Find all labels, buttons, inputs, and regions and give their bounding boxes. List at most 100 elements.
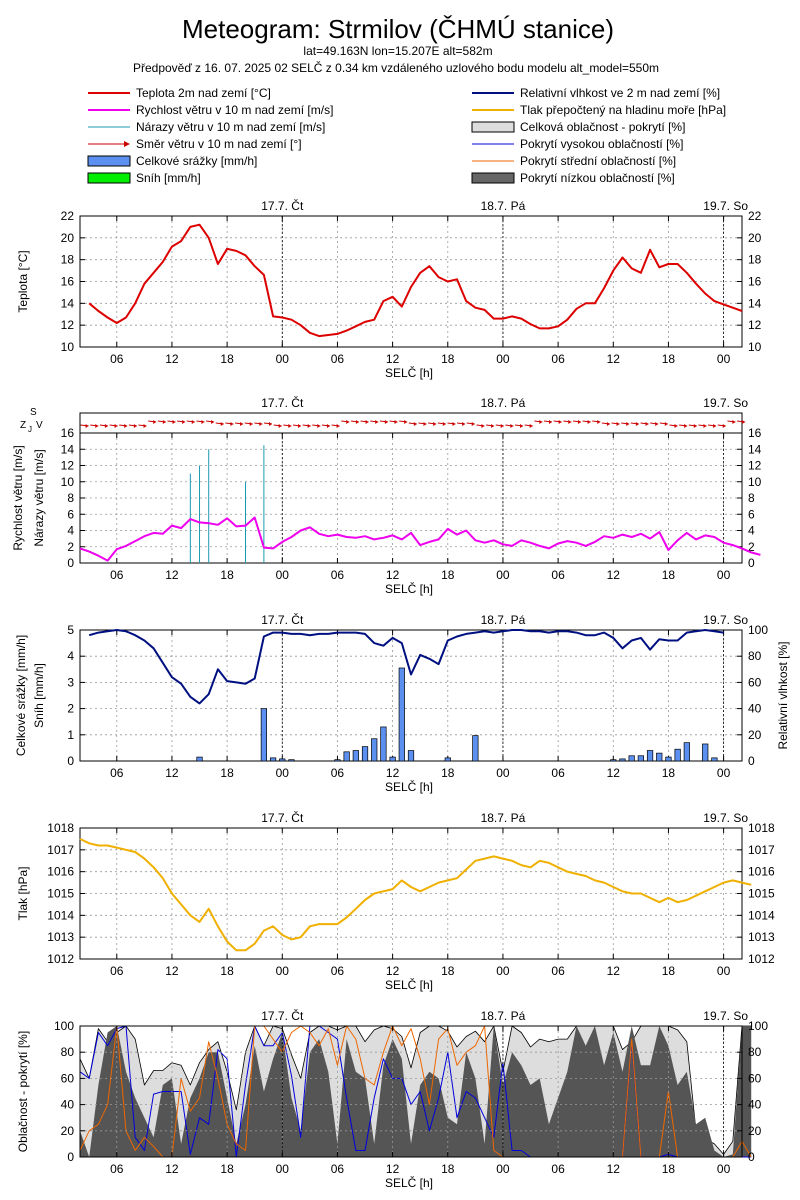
x-tick-label: 00 [496, 766, 510, 780]
y-tick-label-right: 8 [748, 491, 755, 505]
day-label: 19.7. So [703, 1009, 748, 1023]
x-tick-label: 06 [110, 568, 124, 582]
direction-arrow-head [481, 424, 485, 428]
day-label: 17.7. Čt [261, 198, 304, 213]
total-cloud-outline [79, 1025, 752, 1155]
x-tick-label: 12 [386, 766, 400, 780]
legend-label: Směr větru v 10 m nad zemí [°] [136, 137, 302, 151]
precip-bar [674, 748, 681, 762]
precip-bar [637, 755, 644, 762]
direction-arrow-head [597, 420, 601, 424]
pressure-line [79, 837, 752, 952]
legend-swatch [471, 172, 515, 184]
legend-label: Rychlost větru v 10 m nad zemí [m/s] [136, 103, 333, 117]
x-tick-label: 18 [662, 964, 676, 978]
y-tick-label: 20 [61, 231, 75, 245]
y-tick-label-right: 100 [748, 623, 768, 637]
direction-arrow-head [742, 420, 746, 424]
x-tick-label: 18 [662, 766, 676, 780]
direction-arrow-head [355, 420, 359, 424]
x-axis-label: SELČ [h] [385, 1175, 433, 1190]
precip-bar [398, 667, 405, 762]
legend-label: Pokrytí střední oblačností [%] [520, 154, 676, 168]
y-tick-label: 1014 [47, 908, 74, 922]
y-tick-label: 0 [67, 1150, 74, 1164]
x-tick-label: 06 [110, 766, 124, 780]
y-tick-label-right: 20 [748, 1124, 762, 1138]
direction-arrow-head [269, 422, 273, 426]
precip-bar [656, 752, 663, 762]
direction-arrow-head [336, 424, 340, 428]
x-tick-label: 12 [386, 568, 400, 582]
page-title: Meteogram: Strmilov (ČHMÚ stanice) [182, 14, 614, 44]
x-tick-label: 06 [331, 352, 345, 366]
plot-frame [79, 1025, 743, 1158]
x-axis-label: SELČ [h] [385, 977, 433, 992]
y-tick-label: 2 [67, 540, 74, 554]
legend-label: Celková oblačnost - pokrytí [%] [520, 120, 685, 134]
y-tick-label: 10 [61, 340, 75, 354]
y-tick-label-right: 20 [748, 231, 762, 245]
y-tick-label: 6 [67, 507, 74, 521]
y-tick-label-right: 0 [748, 754, 755, 768]
direction-arrow-head [288, 424, 292, 428]
x-tick-label: 00 [496, 352, 510, 366]
y-tick-label: 80 [61, 1045, 75, 1059]
temperature-line [88, 223, 743, 338]
x-tick-label: 06 [110, 964, 124, 978]
precip-bar [665, 756, 672, 762]
y-tick-label: 10 [61, 475, 75, 489]
x-tick-label: 18 [220, 568, 234, 582]
wind-speed-axis-label: Rychlost větru [m/s] [11, 445, 25, 550]
direction-arrow-head [143, 424, 147, 428]
y-tick-label-right: 40 [748, 1098, 762, 1112]
day-label: 19.7. So [703, 396, 748, 410]
x-tick-label: 00 [276, 568, 290, 582]
direction-arrow-head [587, 420, 591, 424]
direction-arrow-head [616, 422, 620, 426]
y-tick-label-right: 0 [748, 556, 755, 570]
direction-arrow-head [153, 420, 157, 424]
direction-arrow-head [500, 424, 504, 428]
direction-arrow-head [520, 424, 524, 428]
y-tick-label: 1018 [47, 821, 74, 835]
direction-label-w: Z [20, 420, 26, 431]
direction-arrow-head [365, 420, 369, 424]
y-tick-label: 1017 [47, 843, 74, 857]
direction-arrow-head [655, 422, 659, 426]
direction-arrow-head [346, 420, 350, 424]
x-tick-label: 12 [165, 1162, 179, 1176]
x-tick-label: 00 [496, 1162, 510, 1176]
x-tick-label: 06 [331, 568, 345, 582]
x-axis-label: SELČ [h] [385, 365, 433, 380]
legend-arrow-head [124, 141, 130, 147]
x-tick-label: 00 [717, 352, 731, 366]
y-tick-label-right: 60 [748, 1071, 762, 1085]
direction-arrow-head [259, 422, 263, 426]
y-tick-label: 4 [67, 649, 74, 663]
direction-arrow-head [220, 422, 224, 426]
day-label: 17.7. Čt [261, 612, 304, 627]
legend-label: Tlak přepočtený na hladinu moře [hPa] [520, 103, 726, 117]
x-tick-label: 06 [551, 352, 565, 366]
y-tick-label-right: 60 [748, 675, 762, 689]
direction-arrow-head [664, 422, 668, 426]
precip-bar [334, 759, 341, 762]
precip-bar [628, 755, 635, 762]
y-tick-label-right: 16 [748, 275, 762, 289]
legend-swatch [471, 121, 515, 133]
direction-arrow-head [626, 422, 630, 426]
direction-arrow-head [539, 420, 543, 424]
x-tick-label: 06 [551, 766, 565, 780]
precip-bar [288, 759, 295, 762]
forecast-info: Předpověď z 16. 07. 2025 02 SELČ z 0.34 … [133, 60, 659, 75]
day-label: 19.7. So [703, 811, 748, 825]
direction-arrow-head [491, 424, 495, 428]
precip-bar [444, 757, 451, 762]
direction-arrow-head [297, 424, 301, 428]
day-label: 18.7. Pá [481, 199, 526, 213]
x-tick-label: 18 [441, 352, 455, 366]
